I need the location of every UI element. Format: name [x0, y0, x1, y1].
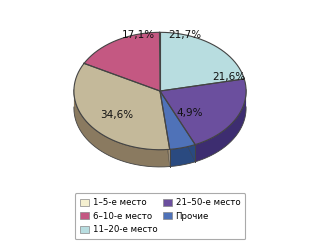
Polygon shape	[170, 145, 195, 167]
Text: 17,1%: 17,1%	[122, 30, 155, 40]
Text: 34,6%: 34,6%	[100, 109, 133, 120]
Text: 4,9%: 4,9%	[177, 108, 203, 118]
Legend: 1–5-е место, 6–10-е место, 11–20-е место, 21–50-е место, Прочие: 1–5-е место, 6–10-е место, 11–20-е место…	[75, 193, 245, 239]
Polygon shape	[74, 90, 170, 167]
Polygon shape	[84, 32, 160, 91]
Polygon shape	[160, 32, 244, 91]
Polygon shape	[195, 90, 246, 162]
Polygon shape	[160, 79, 246, 145]
Polygon shape	[160, 91, 195, 149]
Text: 21,6%: 21,6%	[212, 72, 245, 82]
Text: 21,7%: 21,7%	[169, 30, 202, 40]
Polygon shape	[74, 63, 170, 150]
